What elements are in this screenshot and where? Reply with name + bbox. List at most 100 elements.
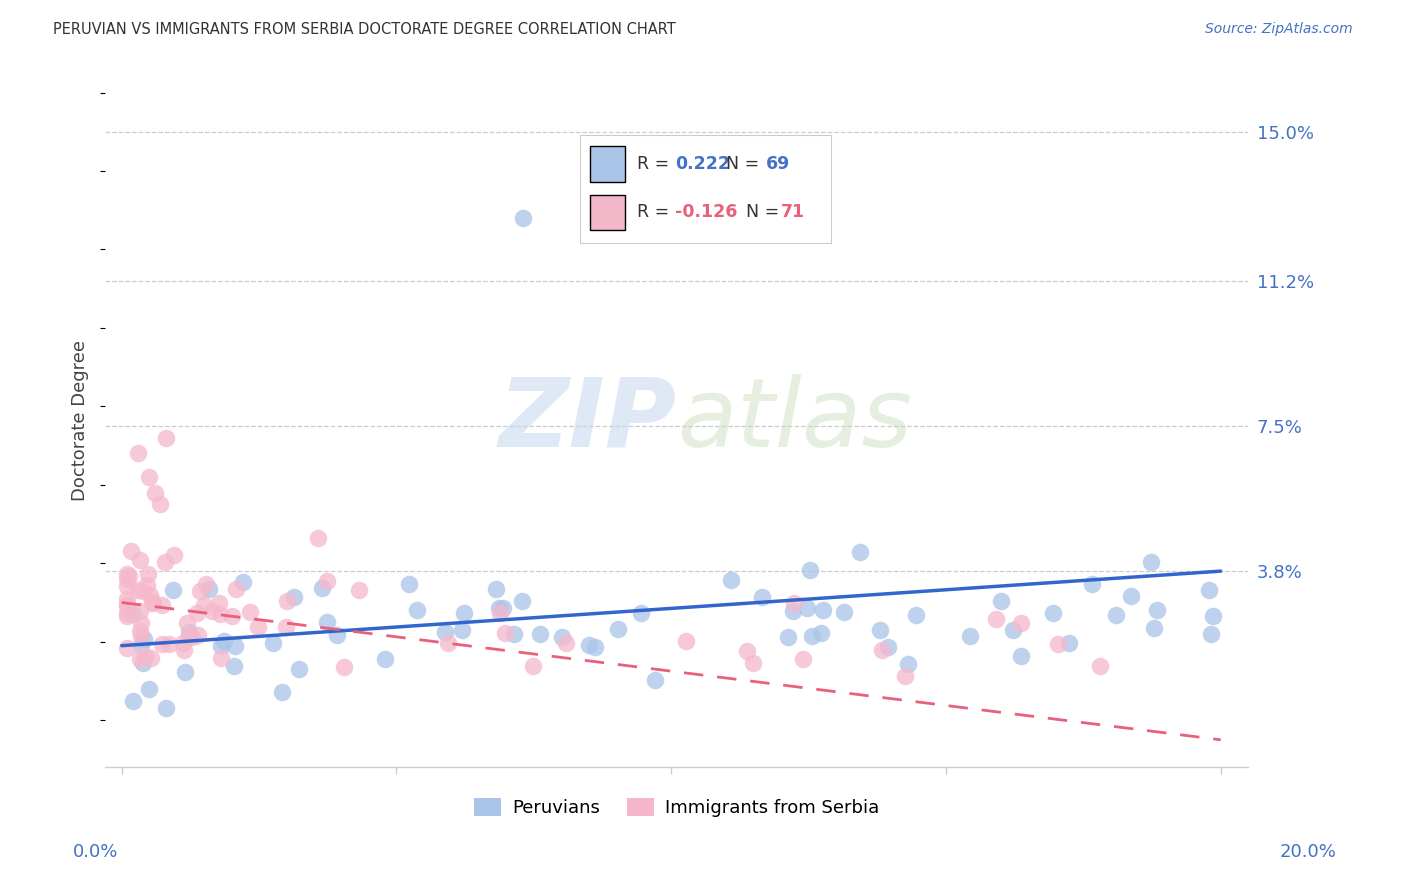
Point [1046, 637, 1069, 651]
Point [347, 582, 370, 597]
Point [186, 606, 208, 620]
Point [986, 611, 1008, 625]
Point [198, 582, 221, 596]
Point [239, 605, 262, 619]
Point [128, 624, 150, 639]
Point [398, 577, 420, 591]
Point [583, 640, 606, 655]
Point [136, 577, 159, 591]
Point [990, 594, 1012, 608]
Point [115, 578, 138, 592]
Point [810, 625, 832, 640]
Point [132, 632, 155, 646]
Point [675, 633, 697, 648]
Point [131, 638, 153, 652]
Text: 0.0%: 0.0% [73, 843, 118, 861]
Point [232, 575, 254, 590]
Point [138, 681, 160, 696]
Point [129, 553, 152, 567]
Point [307, 532, 329, 546]
Point [644, 673, 666, 687]
Point [138, 470, 160, 484]
Point [1081, 577, 1104, 591]
Point [1001, 623, 1024, 637]
Point [150, 598, 173, 612]
Point [224, 659, 246, 673]
Point [451, 623, 474, 637]
Point [115, 640, 138, 655]
Point [247, 620, 270, 634]
Point [283, 590, 305, 604]
Point [872, 643, 894, 657]
Point [117, 569, 139, 583]
Point [316, 574, 339, 589]
Point [177, 624, 200, 639]
Point [877, 640, 900, 655]
Y-axis label: Doctorate Degree: Doctorate Degree [72, 340, 89, 500]
Point [139, 650, 162, 665]
Point [155, 701, 177, 715]
Point [276, 594, 298, 608]
Text: ZIP: ZIP [499, 374, 676, 467]
Point [494, 625, 516, 640]
Point [1088, 659, 1111, 673]
Point [149, 498, 172, 512]
Point [129, 629, 152, 643]
Point [1198, 583, 1220, 598]
Point [783, 596, 806, 610]
Point [115, 572, 138, 586]
Point [115, 598, 138, 612]
Point [141, 596, 163, 610]
Point [136, 566, 159, 581]
Point [208, 597, 231, 611]
Point [735, 644, 758, 658]
Point [800, 629, 823, 643]
Text: Source: ZipAtlas.com: Source: ZipAtlas.com [1205, 22, 1353, 37]
Point [1105, 608, 1128, 623]
Point [142, 595, 165, 609]
Point [115, 599, 138, 613]
Point [221, 608, 243, 623]
Point [832, 606, 855, 620]
Point [115, 606, 138, 620]
Point [129, 615, 152, 630]
Point [782, 604, 804, 618]
Point [1146, 602, 1168, 616]
Point [333, 659, 356, 673]
Point [132, 584, 155, 599]
Point [163, 548, 186, 562]
Point [121, 607, 143, 621]
Point [155, 431, 177, 445]
Text: 20.0%: 20.0% [1279, 843, 1336, 861]
Point [224, 639, 246, 653]
Point [485, 582, 508, 597]
Point [121, 543, 143, 558]
Point [1199, 627, 1222, 641]
Point [262, 635, 284, 649]
Point [209, 639, 232, 653]
Point [188, 584, 211, 599]
Point [606, 622, 628, 636]
Point [121, 693, 143, 707]
Point [173, 642, 195, 657]
Point [751, 590, 773, 604]
Point [512, 211, 534, 226]
Point [776, 630, 799, 644]
Point [181, 630, 204, 644]
Point [209, 650, 232, 665]
Point [1121, 589, 1143, 603]
Point [131, 657, 153, 671]
Point [276, 620, 298, 634]
Point [555, 636, 578, 650]
Point [115, 591, 138, 606]
Point [512, 594, 534, 608]
Point [153, 556, 176, 570]
Point [792, 652, 814, 666]
Point [453, 606, 475, 620]
Legend: Peruvians, Immigrants from Serbia: Peruvians, Immigrants from Serbia [467, 790, 886, 824]
Point [326, 628, 349, 642]
Point [796, 600, 818, 615]
Point [720, 574, 742, 588]
Point [799, 563, 821, 577]
Point [157, 636, 180, 650]
